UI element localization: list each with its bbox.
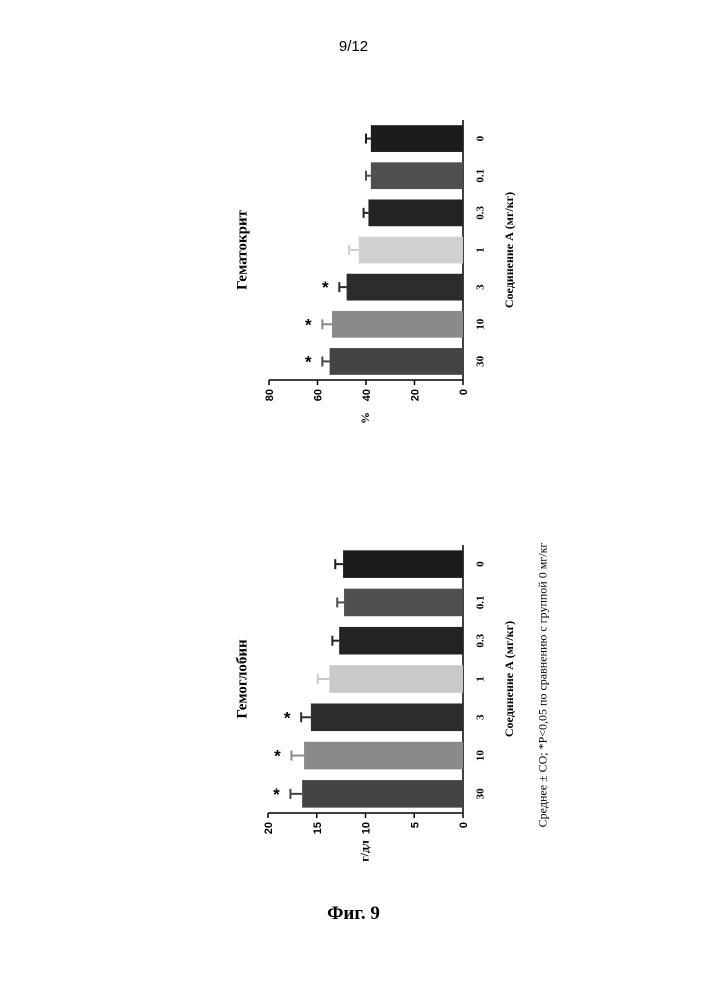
chart1-bar-4 (347, 274, 463, 301)
chart1-ytick-label-0: 0 (458, 389, 470, 395)
chart1-ylabel: % (358, 412, 372, 424)
chart1-category-label-3: 1 (475, 247, 487, 253)
chart1-category-label-0: 0 (475, 135, 487, 141)
chart1-category-label-6: 30 (475, 355, 487, 367)
chart1-category-label-1: 0.1 (475, 169, 487, 183)
chart1-xlabel: Соединение А (мг/кг) (502, 192, 516, 308)
chart1-bar-0 (371, 125, 463, 152)
chart1-bar-3 (359, 237, 463, 264)
chart1-significance-marker-6: * (305, 352, 312, 371)
chart1-category-label-2: 0.3 (475, 205, 487, 219)
chart1-significance-marker-4: * (322, 278, 329, 297)
chart1-bar-1 (371, 162, 463, 189)
chart1-ytick-label-4: 80 (264, 389, 276, 401)
chart1-ytick-label-1: 20 (410, 389, 422, 401)
footnote: Среднее ± СО; *Р<0,05 по сравнению с гру… (536, 543, 551, 828)
chart1-bar-6 (330, 348, 463, 375)
figure-caption: Фиг. 9 (0, 903, 707, 925)
chart1-bar-5 (332, 311, 463, 338)
chart1-ytick-label-2: 40 (361, 389, 373, 401)
chart1-category-label-5: 10 (475, 318, 487, 330)
chart1-title: Гематокрит (234, 209, 250, 290)
chart1-bar-2 (368, 199, 463, 226)
chart1-significance-marker-5: * (305, 315, 312, 334)
chart1-ytick-label-3: 60 (313, 389, 325, 401)
chart1-category-label-4: 3 (475, 284, 487, 290)
